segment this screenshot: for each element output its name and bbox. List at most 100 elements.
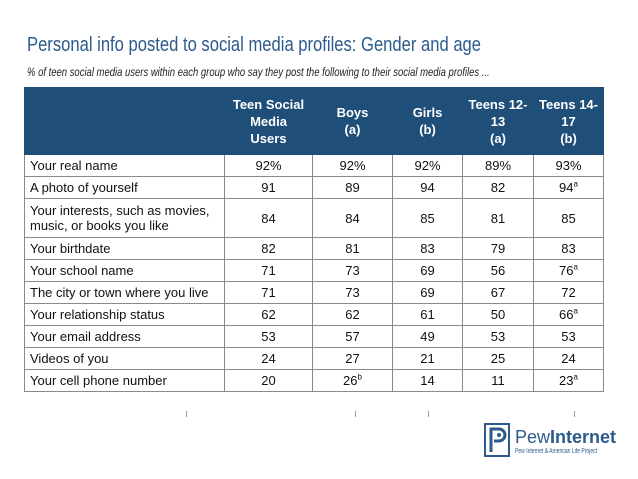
cell-value: 53 xyxy=(490,329,506,344)
table-row: Your relationship status 62 62 61 50 66a xyxy=(24,303,604,326)
table-row: Your school name 71 73 69 56 76a xyxy=(24,259,604,282)
table-cell: 23a xyxy=(533,369,604,392)
table-cell: 71 xyxy=(224,281,313,304)
table-cell: 27 xyxy=(312,347,393,370)
table-row: Your cell phone number 20 26b 14 11 23a xyxy=(24,369,604,392)
cell-value: 26 xyxy=(343,373,358,388)
cell-value: 50 xyxy=(490,307,506,322)
table-cell: 79 xyxy=(462,237,534,260)
table-row: Your interests, such as movies, music, o… xyxy=(24,198,604,238)
table-cell: 53 xyxy=(224,325,313,348)
table-cell: 71 xyxy=(224,259,313,282)
table-cell: 57 xyxy=(312,325,393,348)
table-row: Videos of you 24 27 21 25 24 xyxy=(24,347,604,370)
table-cell: 62 xyxy=(224,303,313,326)
table-cell: 92% xyxy=(392,154,463,177)
cell-value: 21 xyxy=(420,351,435,366)
row-label: The city or town where you live xyxy=(24,281,225,304)
cell-value: 67 xyxy=(490,285,506,300)
cell-value: 71 xyxy=(261,263,276,278)
table-cell: 94 xyxy=(392,176,463,199)
cell-value: 81 xyxy=(490,210,506,226)
table-cell: 24 xyxy=(533,347,604,370)
cell-value: 62 xyxy=(261,307,276,322)
table-cell: 69 xyxy=(392,281,463,304)
table-cell: 82 xyxy=(224,237,313,260)
column-header-line: Boys xyxy=(336,105,369,120)
table-cell: 67 xyxy=(462,281,534,304)
table-cell: 72 xyxy=(533,281,604,304)
logo-name: PewInternet xyxy=(515,427,616,448)
cell-value: 89 xyxy=(345,180,360,195)
cell-value: 20 xyxy=(261,373,276,388)
cell-value: 85 xyxy=(420,210,435,226)
cell-value: 56 xyxy=(490,263,506,278)
column-header-line: Users xyxy=(250,130,287,146)
table-row: The city or town where you live 71 73 69 67 7… xyxy=(24,281,604,304)
cell-value: 79 xyxy=(490,241,506,256)
footer-tick xyxy=(186,411,187,417)
cell-value: 27 xyxy=(345,351,360,366)
footer-tick xyxy=(428,411,429,417)
logo-name-bold: Internet xyxy=(550,427,617,447)
pew-logo-icon xyxy=(484,423,510,457)
column-header-line: Media xyxy=(250,113,287,129)
table-cell: 81 xyxy=(462,198,534,238)
page-title: Personal info posted to social media pro… xyxy=(27,34,482,56)
table-cell: 14 xyxy=(392,369,463,392)
column-header-line: (a) xyxy=(490,130,506,146)
logo-tagline: Pew Internet & American Life Project xyxy=(515,448,598,455)
cell-value: 73 xyxy=(345,263,360,278)
column-header-line: Teen Social xyxy=(232,96,305,112)
row-label: Your relationship status xyxy=(24,303,225,326)
row-label: Videos of you xyxy=(24,347,225,370)
column-header: Girls (b) xyxy=(392,87,463,155)
table-cell: 93% xyxy=(533,154,604,177)
table-cell: 73 xyxy=(312,281,393,304)
significance-marker: a xyxy=(573,372,578,382)
cell-value: 83 xyxy=(561,241,576,256)
data-table: Teen Social Media Users Boys (a) Girls (b) Teen… xyxy=(24,87,604,392)
significance-marker: a xyxy=(573,306,578,316)
cell-value: 81 xyxy=(345,241,360,256)
cell-value: 84 xyxy=(345,210,360,226)
cell-value: 23 xyxy=(559,373,574,388)
cell-value: 92% xyxy=(414,158,441,173)
cell-value: 61 xyxy=(420,307,435,322)
cell-value: 94 xyxy=(559,180,574,195)
table-cell: 25 xyxy=(462,347,534,370)
cell-value: 53 xyxy=(261,329,276,344)
table-row: Your birthdate 82 81 83 79 83 xyxy=(24,237,604,260)
cell-value: 91 xyxy=(261,180,276,195)
column-header: Teen Social Media Users xyxy=(224,87,313,155)
table-cell: 92% xyxy=(224,154,313,177)
table-cell: 83 xyxy=(533,237,604,260)
cell-value: 82 xyxy=(490,180,506,195)
cell-value: 89% xyxy=(484,158,512,173)
table-row: Your email address 53 57 49 53 53 xyxy=(24,325,604,348)
cell-value: 24 xyxy=(261,351,276,366)
cell-value: 62 xyxy=(345,307,360,322)
table-cell: 89% xyxy=(462,154,534,177)
cell-value: 93% xyxy=(555,158,582,173)
cell-value: 76 xyxy=(559,263,574,278)
cell-value: 82 xyxy=(261,241,276,256)
table-cell: 49 xyxy=(392,325,463,348)
cell-value: 71 xyxy=(261,285,276,300)
cell-value: 92% xyxy=(339,158,366,173)
column-header: Teens 12-13 (a) xyxy=(462,87,534,155)
cell-value: 24 xyxy=(561,351,576,366)
significance-marker: a xyxy=(573,262,578,272)
column-header-line: (b) xyxy=(560,130,577,146)
cell-value: 14 xyxy=(420,373,435,388)
row-label: Your birthdate xyxy=(24,237,225,260)
table-cell: 53 xyxy=(533,325,604,348)
cell-value: 84 xyxy=(261,210,276,226)
cell-value: 53 xyxy=(561,329,576,344)
table-cell: 56 xyxy=(462,259,534,282)
table-cell: 94a xyxy=(533,176,604,199)
table-cell: 20 xyxy=(224,369,313,392)
footer-tick xyxy=(355,411,356,417)
column-header-line: Girls xyxy=(412,105,443,120)
row-label: Your real name xyxy=(24,154,225,177)
